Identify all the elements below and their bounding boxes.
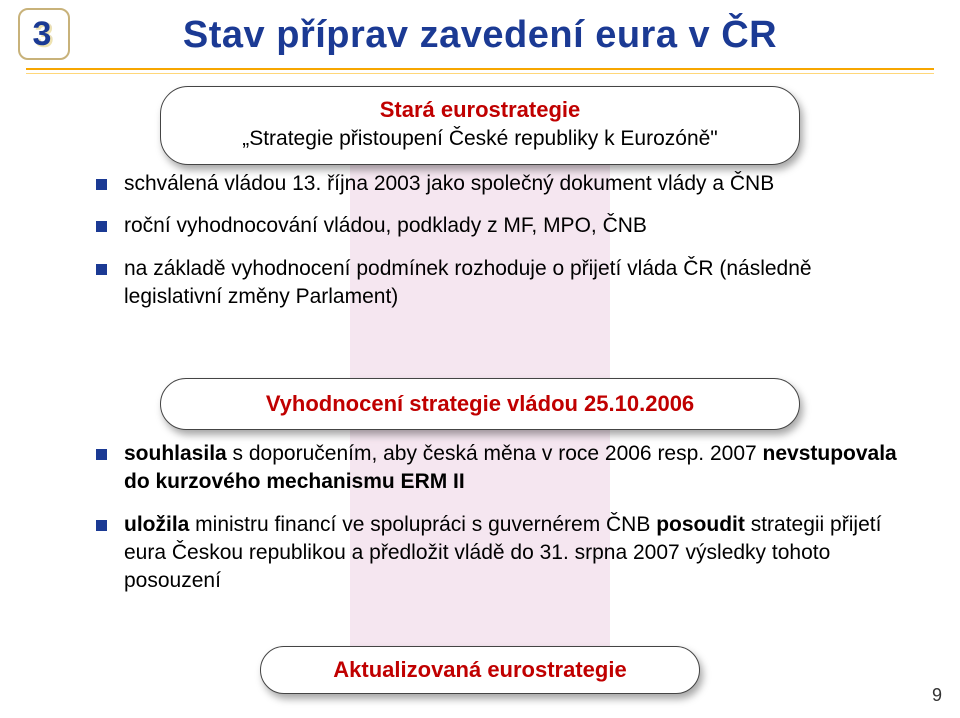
bullet-item: uložila ministru financí ve spolupráci s…	[96, 511, 900, 596]
capsule-updated-strategy: Aktualizovaná eurostrategie	[260, 646, 700, 694]
capsule-old-strategy-subtitle: „Strategie přistoupení České republiky k…	[195, 125, 765, 152]
bullet-item: roční vyhodnocování vládou, podklady z M…	[96, 212, 900, 240]
capsule-old-strategy: Stará eurostrategie „Strategie přistoupe…	[160, 86, 800, 165]
capsule-evaluation: Vyhodnocení strategie vládou 25.10.2006	[160, 378, 800, 430]
bullet-item: na základě vyhodnocení podmínek rozhoduj…	[96, 255, 900, 312]
bullets-group-2: souhlasila s doporučením, aby česká měna…	[96, 440, 900, 610]
capsule-evaluation-title: Vyhodnocení strategie vládou 25.10.2006	[195, 389, 765, 419]
title-rule	[26, 68, 934, 74]
slide-title: Stav příprav zavedení eura v ČR	[0, 14, 960, 57]
slide: 3 3 Stav příprav zavedení eura v ČR Star…	[0, 0, 960, 718]
capsule-old-strategy-title: Stará eurostrategie	[195, 95, 765, 125]
page-number: 9	[932, 685, 942, 706]
capsule-updated-strategy-title: Aktualizovaná eurostrategie	[289, 655, 671, 685]
bullet-item: souhlasila s doporučením, aby česká měna…	[96, 440, 900, 497]
bullets-group-1: schválená vládou 13. října 2003 jako spo…	[96, 170, 900, 325]
bullet-item: schválená vládou 13. října 2003 jako spo…	[96, 170, 900, 198]
